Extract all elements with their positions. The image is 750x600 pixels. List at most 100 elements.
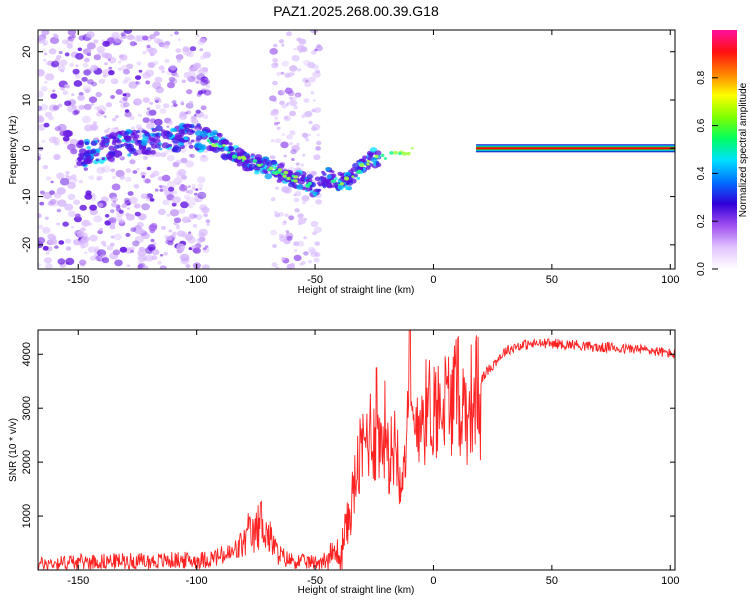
spectrogram-speckle — [297, 218, 306, 225]
spectrogram-speckle — [163, 251, 169, 256]
spectrogram-speckle — [199, 187, 203, 191]
spectrogram-ridge-highlight — [294, 175, 298, 179]
spectrogram-ridge-blob — [138, 144, 146, 151]
spectrogram-speckle — [286, 263, 294, 269]
spectrogram-speckle — [180, 102, 185, 106]
spectrogram-speckle — [53, 192, 62, 199]
spectrogram-speckle — [195, 188, 199, 191]
spectrogram-ridge-highlight — [252, 159, 258, 163]
spectrogram-ridge-blob — [244, 159, 250, 163]
spectrogram-ridge-blob — [305, 178, 310, 183]
spectrogram-speckle — [198, 228, 208, 237]
spectrogram-ridge-blob — [198, 144, 205, 150]
spectrogram-speckle — [95, 246, 99, 249]
spectrogram-speckle — [289, 130, 296, 136]
spectrogram-speckle — [163, 43, 170, 49]
spectrogram-ridge-blob — [322, 185, 327, 189]
page-title: PAZ1.2025.268.00.39.G18 — [273, 3, 439, 19]
spectrogram-speckle — [181, 216, 191, 224]
spectrogram-speckle — [134, 225, 142, 231]
spectrogram-speckle — [303, 236, 307, 240]
spectrogram-speckle — [113, 203, 117, 206]
spectrogram-speckle — [130, 249, 135, 253]
spectrogram-speckle — [280, 90, 285, 94]
spectrogram-ridge-blob — [158, 147, 163, 151]
spectrogram-speckle — [88, 175, 95, 180]
spectrogram-speckle — [155, 86, 164, 94]
spectrogram-speckle — [196, 73, 206, 81]
spectrogram-x-tick-label: -150 — [67, 274, 89, 286]
spectrogram-speckle — [133, 98, 142, 106]
spectrogram-speckle — [281, 60, 289, 67]
spectrogram-speckle — [181, 232, 188, 238]
spectrogram-speckle — [196, 69, 204, 75]
spectrogram-speckle — [79, 259, 87, 266]
spectrogram-speckle — [310, 91, 315, 95]
spectrogram-ridge-blob — [136, 130, 141, 134]
spectrogram-speckle — [284, 72, 291, 78]
spectrogram-speckle — [84, 251, 88, 255]
snr-x-label: Height of straight line (km) — [298, 585, 415, 596]
spectrogram-ridge-blob — [188, 144, 194, 149]
spectrogram-speckle — [52, 136, 61, 144]
spectrogram-speckle — [96, 105, 107, 113]
spectrogram-speckle — [305, 138, 310, 142]
spectrogram-ridge-blob — [315, 191, 319, 195]
spectrogram-ridge-blob — [375, 162, 382, 168]
spectrogram-speckle — [181, 175, 188, 180]
spectrogram-ridge-blob — [254, 154, 263, 161]
spectrogram-ridge-highlight — [366, 160, 371, 163]
spectrogram-ridge-blob — [165, 131, 173, 138]
spectrogram-ridge-blob — [149, 150, 156, 155]
spectrogram-speckle — [160, 254, 164, 257]
spectrogram-speckle — [50, 180, 54, 184]
spectrogram-speckle — [79, 240, 89, 248]
spectrogram-ridge-highlight — [286, 176, 291, 181]
spectrogram-speckle — [136, 61, 142, 66]
spectrogram-speckle — [39, 201, 45, 206]
spectrogram-speckle — [153, 31, 160, 37]
spectrogram-speckle — [76, 231, 85, 238]
spectrogram-speckle — [94, 106, 100, 111]
spectrogram-speckle — [164, 58, 170, 64]
spectrogram-speckle — [161, 225, 166, 230]
spectrogram-speckle — [157, 208, 166, 216]
spectrogram-speckle — [97, 202, 104, 208]
spectrogram-ridge-highlight — [277, 168, 283, 172]
spectrogram-speckle — [49, 36, 60, 45]
spectrogram-speckle — [181, 79, 187, 84]
spectrogram-ridge-blob — [189, 124, 195, 129]
spectrogram-speckle — [274, 210, 278, 214]
spectrogram-speckle — [73, 80, 83, 87]
spectrogram-speckle — [82, 219, 91, 227]
spectrogram-speckle — [183, 194, 190, 200]
spectrogram-speckle — [137, 254, 147, 262]
spectrogram-speckle — [191, 118, 199, 125]
spectrogram-speckle — [275, 186, 280, 190]
spectrogram-speckle — [136, 81, 141, 86]
spectrogram-speckle — [171, 100, 177, 104]
spectrogram-speckle — [193, 192, 198, 196]
spectrogram-speckle — [206, 223, 210, 226]
spectrogram-ridge-blob — [222, 139, 230, 145]
spectrogram-ridge-blob — [330, 173, 337, 178]
spectrogram-speckle — [102, 40, 110, 47]
spectrogram-speckle — [191, 186, 196, 191]
spectrogram-speckle — [197, 183, 204, 189]
spectrogram-speckle — [175, 48, 182, 53]
spectrogram-ridge-highlight — [217, 144, 222, 148]
spectrogram-speckle — [165, 239, 171, 245]
spectrogram-ridge-blob — [213, 136, 219, 141]
spectrogram-speckle — [75, 53, 84, 60]
spectrogram-ridge-blob — [151, 137, 157, 143]
spectrogram-speckle — [133, 42, 138, 45]
spectrogram-ridge-blob — [76, 160, 83, 167]
spectrogram-speckle — [123, 199, 130, 205]
spectrogram-speckle — [114, 259, 123, 267]
spectrogram-speckle — [189, 153, 195, 158]
spectrogram-speckle — [91, 81, 97, 87]
spectrogram-speckle — [176, 59, 181, 63]
spectrogram-x-tick-label: -100 — [186, 274, 208, 286]
spectrogram-speckle — [44, 80, 48, 84]
